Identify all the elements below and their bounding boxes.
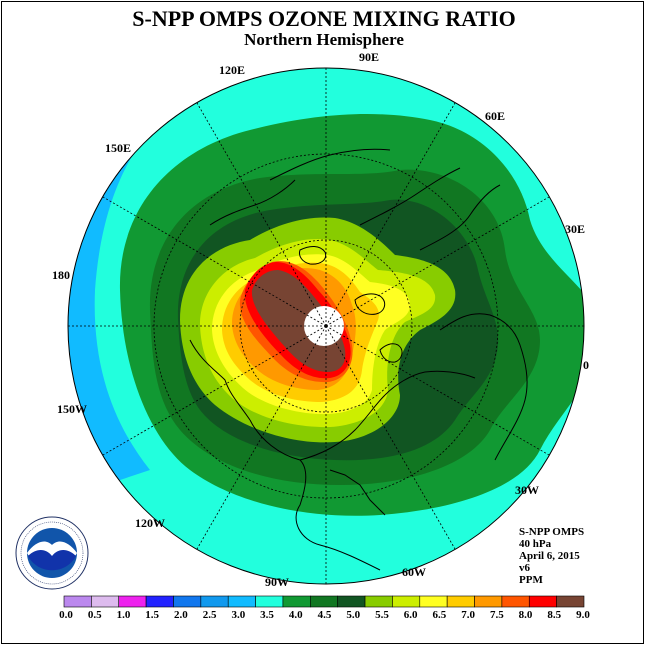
colorbar-swatch — [364, 595, 393, 608]
colorbar-label: 5.5 — [375, 609, 389, 621]
colorbar-swatch — [556, 595, 585, 608]
info-level: 40 hPa — [519, 538, 552, 550]
colorbar-label: 4.5 — [318, 609, 332, 621]
colorbar-label: 1.5 — [145, 609, 159, 621]
colorbar-label: 3.5 — [260, 609, 274, 621]
colorbar-swatch — [118, 595, 147, 608]
colorbar-label: 4.0 — [289, 609, 303, 621]
lon-label-120w: 120W — [135, 516, 165, 530]
page-title: S-NPP OMPS OZONE MIXING RATIO — [132, 6, 516, 31]
colorbar-swatch — [501, 595, 530, 608]
colorbar-swatch — [446, 595, 475, 608]
colorbar-label: 6.5 — [433, 609, 447, 621]
colorbar-swatch — [173, 595, 202, 608]
colorbar-label: 3.0 — [231, 609, 245, 621]
lon-label-150w: 150W — [57, 402, 87, 416]
map-border — [67, 67, 585, 585]
lon-label-180: 180 — [52, 268, 70, 282]
colorbar-swatch — [337, 595, 366, 608]
colorbar-swatch — [474, 595, 503, 608]
lon-label-60e: 60E — [485, 109, 505, 123]
colorbar-label: 8.0 — [519, 609, 533, 621]
noaa-logo-text: NOAA — [39, 542, 66, 552]
lon-label-120e: 120E — [219, 63, 245, 77]
colorbar-label: 8.5 — [547, 609, 561, 621]
noaa-logo: NOAA — [15, 516, 89, 590]
colorbar: 0.0 0.5 1.0 1.5 2.0 2.5 3.0 3.5 4.0 4.5 5.0 5.5 6.0 6… — [59, 595, 590, 621]
lon-label-90e: 90E — [359, 50, 379, 64]
colorbar-label: 0.5 — [88, 609, 102, 621]
info-block: S-NPP OMPS 40 hPa April 6, 2015 v6 PPM — [519, 526, 584, 586]
colorbar-label: 9.0 — [576, 609, 590, 621]
lon-label-30e: 30E — [565, 222, 585, 236]
colorbar-swatch — [419, 595, 448, 608]
colorbar-swatch — [282, 595, 311, 608]
colorbar-swatch — [200, 595, 229, 608]
lon-label-0: 0 — [583, 358, 589, 372]
colorbar-label: 6.0 — [404, 609, 418, 621]
colorbar-swatch — [255, 595, 284, 608]
colorbar-swatch — [91, 595, 120, 608]
colorbar-label: 0.0 — [59, 609, 73, 621]
colorbar-label: 7.5 — [490, 609, 504, 621]
colorbar-swatch — [227, 595, 256, 608]
lon-label-60w: 60W — [402, 565, 426, 579]
colorbar-swatch — [63, 595, 92, 608]
lon-label-30w: 30W — [515, 483, 539, 497]
contour-9.0 — [251, 270, 346, 372]
colorbar-label: 2.0 — [174, 609, 188, 621]
colorbar-label: 1.0 — [117, 609, 131, 621]
colorbar-label: 5.0 — [346, 609, 360, 621]
colorbar-swatch — [145, 595, 174, 608]
info-units: PPM — [519, 574, 543, 586]
colorbar-swatch — [392, 595, 421, 608]
info-date: April 6, 2015 — [519, 550, 580, 562]
colorbar-label: 2.5 — [203, 609, 217, 621]
colorbar-label: 7.0 — [461, 609, 475, 621]
meridians — [68, 68, 584, 584]
info-version: v6 — [519, 562, 530, 574]
colorbar-swatch — [310, 595, 338, 608]
coastlines — [189, 148, 528, 571]
page-subtitle: Northern Hemisphere — [244, 30, 404, 49]
info-instrument: S-NPP OMPS — [519, 526, 585, 538]
lon-label-150e: 150E — [105, 141, 131, 155]
lon-label-90w: 90W — [265, 575, 289, 589]
colorbar-swatch — [528, 595, 557, 608]
